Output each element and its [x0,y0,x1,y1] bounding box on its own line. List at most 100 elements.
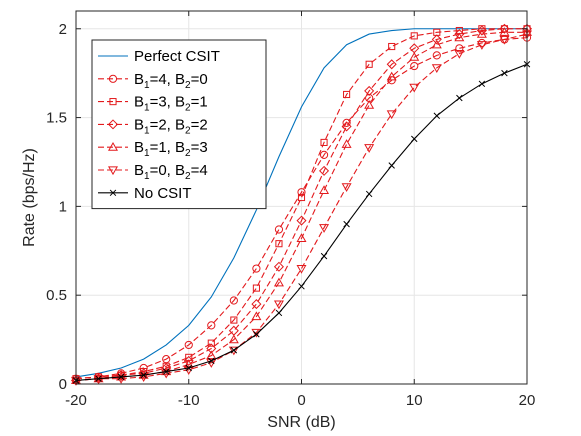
x-marker [162,368,170,375]
diamond-marker [499,23,510,34]
triangle-up-marker [499,27,510,36]
series-line [75,28,527,380]
x-marker [253,331,260,338]
diamond-marker [319,165,330,176]
circle-marker [319,150,329,159]
legend-subscript: 1 [144,125,150,136]
triangle-down-marker [107,166,119,176]
legend-text-part: =1, B [150,139,185,156]
triangle-up-marker [364,99,375,109]
legend-subscript: 1 [144,171,150,182]
circle-marker [108,74,118,83]
x-marker [185,364,192,372]
diamond-marker [273,261,284,272]
x-marker [343,220,350,228]
y-tick-label: 0 [59,376,67,393]
triangle-up-marker [206,350,217,360]
legend-text-part: B [134,71,144,88]
legend-text-part: B [134,162,144,179]
x-marker [275,309,283,317]
series-perfect-csit [75,28,527,378]
legend-entry: B1=4, B2=0 [98,71,208,91]
x-tick-label: 0 [297,392,305,409]
diamond-marker [454,29,465,40]
diamond-marker [107,119,119,130]
legend-subscript: 2 [185,171,191,182]
legend-label: B1=4, B2=0 [134,71,208,91]
legend-text-part: =1 [191,94,208,111]
square-marker [343,90,351,99]
square-marker [297,193,306,202]
diamond-marker [364,85,375,96]
legend-entry: B1=2, B2=2 [98,116,208,136]
legend-entry: B1=1, B2=3 [98,139,208,159]
triangle-up-marker [319,185,330,195]
diamond-marker [206,343,217,354]
x-tick-label: 20 [519,392,536,409]
triangle-down-marker [476,41,487,50]
legend-text-part: =2, B [150,116,185,133]
square-marker [109,98,117,106]
x-marker [388,162,395,169]
x-tick-label: -20 [65,392,87,409]
legend-text-part: =2 [191,116,208,133]
series-line [75,28,527,378]
triangle-down-marker [296,264,307,274]
legend-entry: No CSIT [98,185,192,202]
legend-entry: Perfect CSIT [98,48,220,65]
y-tick-label: 1 [59,198,67,215]
legend-text-part: =3, B [150,94,185,111]
circle-marker [229,296,238,305]
legend-entry: B1=3, B2=1 [98,94,208,114]
legend-label: No CSIT [134,185,192,202]
triangle-up-marker [251,311,262,321]
series-layer [70,23,533,386]
circle-marker [297,188,306,197]
legend-entry: B1=0, B2=4 [98,162,208,182]
x-marker [433,112,441,120]
x-tick-label: 10 [406,392,423,409]
x-marker [365,190,373,198]
circle-marker [184,340,193,350]
legend-label: Perfect CSIT [134,48,220,65]
triangle-up-marker [341,139,352,148]
triangle-up-marker [296,233,307,242]
square-marker [410,32,418,40]
x-tick-label: -10 [178,392,200,409]
legend-text-part: =3 [191,139,208,156]
legend-subscript: 1 [144,103,150,114]
circle-marker [342,118,351,128]
diamond-marker [386,59,397,70]
legend-text-part: =4 [191,162,208,179]
x-marker [298,283,305,290]
square-marker [275,240,283,248]
square-marker [320,138,328,146]
x-marker [230,347,238,354]
diamond-marker [116,370,127,381]
circle-marker [274,225,284,234]
series-line [75,28,527,381]
diamond-marker [161,362,172,374]
triangle-up-marker [107,142,119,151]
triangle-up-marker [273,277,284,287]
legend-text-part: B [134,94,144,111]
x-marker [208,357,215,365]
square-marker [252,284,260,292]
x-marker [320,252,328,260]
legend-subscript: 1 [144,148,150,159]
triangle-down-marker [499,35,510,45]
triangle-down-marker [273,300,284,310]
legend-text-part: B [134,139,144,156]
diamond-marker [476,25,487,36]
diamond-marker [138,368,149,379]
legend-subscript: 2 [185,125,191,136]
legend-label: B1=3, B2=1 [134,94,208,114]
x-marker [478,80,486,88]
x-marker [117,373,125,381]
diamond-marker [296,215,307,226]
x-marker [140,371,147,379]
y-tick-label: 0.5 [46,287,67,304]
square-marker [230,316,238,324]
